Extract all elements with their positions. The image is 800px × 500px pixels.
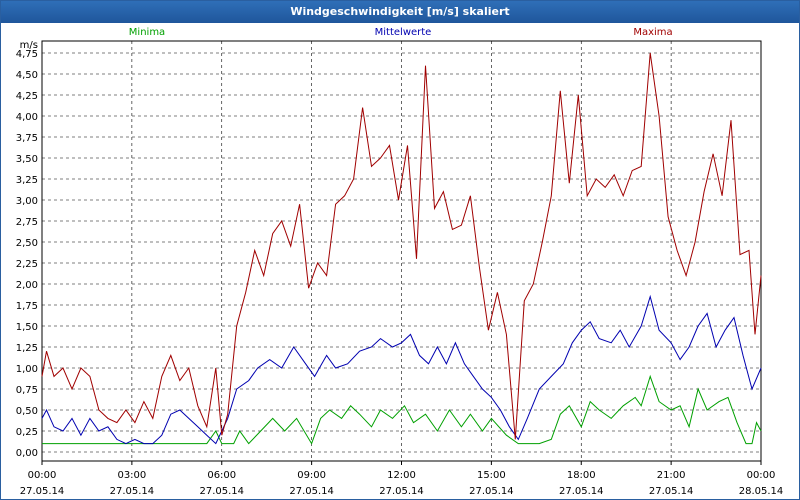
y-tick-label: 1,00 (16, 364, 38, 375)
x-tick-date: 27.05.14 (469, 486, 514, 497)
y-axis-label: m/s (20, 40, 38, 51)
y-tick-label: 0,50 (16, 406, 38, 417)
legend-mittelwerte: Mittelwerte (375, 27, 432, 38)
y-tick-label: 4,50 (16, 70, 38, 81)
x-tick-time: 21:00 (657, 470, 686, 481)
x-tick-date: 27.05.14 (199, 486, 244, 497)
y-tick-label: 3,00 (16, 196, 38, 207)
x-tick-date: 27.05.14 (379, 486, 424, 497)
x-tick-time: 06:00 (207, 470, 236, 481)
x-tick-date: 27.05.14 (559, 486, 604, 497)
y-tick-label: 1,25 (16, 343, 38, 354)
window-title: Windgeschwindigkeit [m/s] skaliert (1, 1, 799, 23)
x-tick-time: 15:00 (477, 470, 506, 481)
y-tick-label: 0,25 (16, 427, 38, 438)
y-tick-label: 1,75 (16, 301, 38, 312)
x-tick-time: 00:00 (28, 470, 57, 481)
x-tick-time: 00:00 (747, 470, 776, 481)
y-tick-label: 0,75 (16, 385, 38, 396)
x-tick-date: 27.05.14 (20, 486, 65, 497)
y-tick-label: 2,75 (16, 217, 38, 228)
y-tick-label: 4,00 (16, 112, 38, 123)
series-line-minima (42, 374, 762, 445)
series-line-mittelwerte (41, 294, 762, 445)
x-tick-time: 18:00 (567, 470, 596, 481)
y-tick-label: 3,50 (16, 154, 38, 165)
x-tick-date: 27.05.14 (110, 486, 155, 497)
y-tick-label: 3,25 (16, 175, 38, 186)
x-tick-time: 09:00 (297, 470, 326, 481)
y-tick-label: 2,50 (16, 238, 38, 249)
x-tick-date: 28.05.14 (739, 486, 784, 497)
y-tick-label: 2,25 (16, 259, 38, 270)
legend-minima: Minima (129, 27, 165, 38)
y-tick-label: 4,75 (16, 49, 38, 60)
y-tick-label: 3,75 (16, 133, 38, 144)
x-tick-time: 12:00 (387, 470, 416, 481)
series-line-maxima (41, 52, 762, 440)
y-tick-label: 0,00 (16, 448, 38, 459)
y-tick-label: 2,00 (16, 280, 38, 291)
y-tick-label: 1,50 (16, 322, 38, 333)
x-tick-date: 27.05.14 (649, 486, 694, 497)
x-tick-time: 03:00 (117, 470, 146, 481)
y-tick-label: 4,25 (16, 91, 38, 102)
x-tick-date: 27.05.14 (289, 486, 334, 497)
legend-maxima: Maxima (633, 27, 672, 38)
